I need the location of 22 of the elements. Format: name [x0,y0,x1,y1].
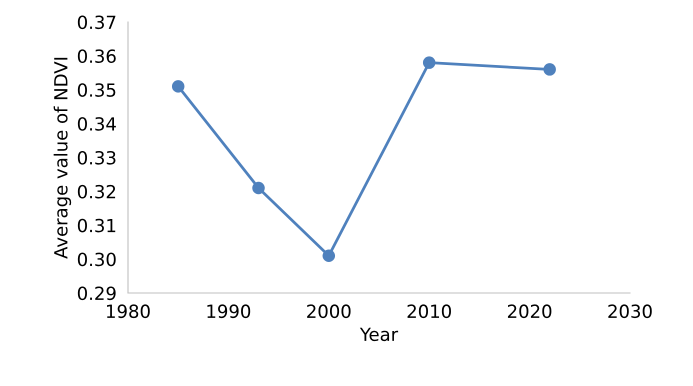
y-tick-label: 0.37 [78,15,116,30]
x-tick-label: 2030 [608,304,652,318]
x-axis-title: Year [360,328,398,342]
y-tick-label: 0.33 [78,150,116,165]
y-axis-title: Average value of NDVI [54,58,72,259]
point [422,56,436,69]
x-tick-label: 2010 [408,304,451,318]
y-tick-label: 0.32 [78,184,116,198]
x-tick-label: 2000 [307,304,351,318]
point [252,182,265,194]
y-tick-label: 0.35 [78,83,116,97]
x-tick-label: 1980 [107,304,150,318]
y-tick-label: 0.29 [78,286,116,300]
y-tick-label: 0.36 [78,49,116,63]
point [543,63,556,76]
y-tick-label: 0.31 [78,218,116,232]
x-tick-label: 2020 [508,304,552,318]
y-tick-label: 0.30 [78,252,116,266]
point [172,80,184,93]
point [322,249,336,262]
x-tick-label: 1990 [207,304,250,318]
y-tick-label: 0.34 [78,117,116,131]
